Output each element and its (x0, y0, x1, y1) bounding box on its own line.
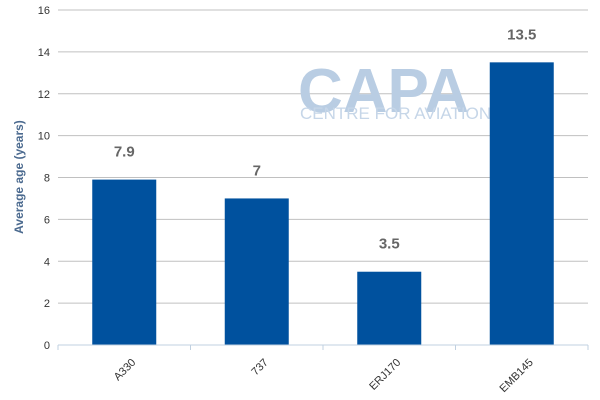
x-tick-label: A330 (112, 357, 139, 384)
y-tick-label: 4 (44, 256, 50, 268)
bar-series (92, 62, 554, 345)
watermark-tagline: CENTRE FOR AVIATION (300, 104, 491, 123)
y-axis-ticks: 0 2 4 6 8 10 12 14 16 (38, 5, 50, 352)
bar (489, 62, 554, 345)
y-tick-label: 6 (44, 214, 50, 226)
watermark-logo: CAPA CENTRE FOR AVIATION (298, 57, 491, 126)
y-tick-label: 2 (44, 298, 50, 310)
bar (224, 198, 289, 345)
watermark-brand: CAPA (298, 57, 469, 126)
x-tick-label: ERJ170 (367, 357, 403, 393)
y-tick-label: 12 (38, 89, 50, 101)
data-label: 7.9 (114, 144, 135, 161)
y-tick-label: 16 (38, 5, 50, 17)
x-tick-label: EMB145 (498, 357, 536, 395)
bar (92, 179, 157, 345)
y-axis-label: Average age (years) (12, 120, 26, 234)
bar (357, 271, 422, 345)
x-tick-label: 737 (249, 357, 270, 378)
data-labels: 7.9 7 3.5 13.5 (114, 26, 537, 252)
y-tick-label: 0 (44, 340, 50, 352)
data-label: 13.5 (507, 26, 536, 43)
y-tick-label: 10 (38, 131, 50, 143)
data-label: 7 (253, 162, 261, 179)
data-label: 3.5 (379, 236, 400, 253)
x-axis: A330 737 ERJ170 EMB145 (57, 344, 589, 395)
y-tick-label: 8 (44, 173, 50, 185)
y-tick-label: 14 (38, 47, 50, 59)
